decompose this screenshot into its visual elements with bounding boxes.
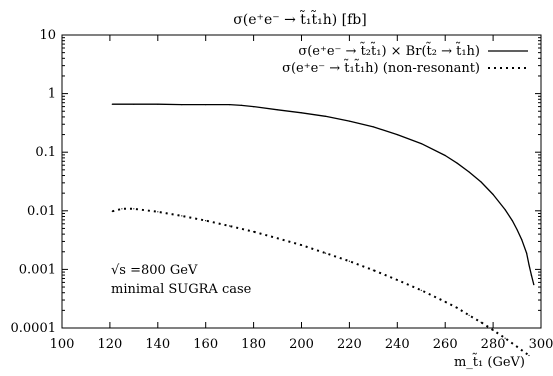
series-line-1 [112, 103, 535, 285]
x-axis: 100 120 140 160 180 200 220 240 260 280 300 [50, 35, 553, 352]
data-point-series-1 [533, 284, 535, 286]
data-point-series-1 [444, 154, 446, 157]
annotation-model: minimal SUGRA case [111, 282, 252, 297]
y-tick-label: 0.01 [27, 204, 56, 219]
data-point-series-1 [157, 103, 159, 105]
data-point-series-2 [205, 220, 207, 222]
data-point-series-2 [504, 337, 506, 339]
data-point-series-1 [530, 274, 533, 276]
data-point-series-2 [468, 314, 470, 316]
x-tick-label: 120 [97, 337, 122, 352]
series-layer [111, 103, 535, 357]
data-point-series-1 [348, 120, 350, 122]
data-point-series-1 [181, 104, 183, 106]
data-point-series-1 [526, 252, 528, 254]
data-point-series-1 [205, 104, 207, 106]
y-tick-label: 0.001 [19, 262, 56, 277]
data-point-series-2 [420, 289, 422, 291]
data-point-series-2 [492, 329, 494, 331]
data-point-series-2 [396, 279, 398, 281]
data-point-series-1 [253, 106, 255, 108]
data-point-series-2 [277, 237, 279, 239]
annotation-energy: √s =800 GeV [111, 263, 198, 278]
x-tick-label: 160 [193, 337, 218, 352]
data-point-series-1 [324, 115, 327, 117]
x-tick-label: 100 [50, 337, 75, 352]
data-point-series-1 [420, 143, 422, 145]
data-point-series-1 [456, 162, 458, 164]
data-point-series-2 [253, 231, 255, 233]
x-tick-label: 220 [337, 337, 362, 352]
data-point-series-1 [300, 112, 303, 114]
y-axis: 0.0001 0.001 0.01 0.1 1 10 [11, 28, 541, 336]
x-axis-label: m_t̃₁ (GeV) [454, 353, 525, 370]
x-tick-label: 300 [529, 337, 553, 352]
data-point-series-1 [516, 228, 518, 231]
data-point-series-2 [372, 269, 374, 271]
data-point-series-2 [229, 225, 231, 227]
x-tick-label: 280 [481, 337, 506, 352]
y-tick-label: 0.0001 [11, 321, 57, 336]
data-point-series-2 [456, 307, 458, 309]
y-tick-label: 10 [39, 28, 56, 43]
data-point-series-2 [181, 215, 183, 217]
data-point-series-1 [229, 104, 231, 106]
x-tick-label: 140 [145, 337, 170, 352]
data-point-series-1 [504, 209, 506, 211]
data-point-series-2 [111, 210, 113, 212]
data-point-series-1 [111, 103, 113, 105]
data-point-series-1 [396, 134, 398, 136]
data-point-series-2 [444, 301, 446, 303]
chart-title: σ(e⁺e⁻ → t̃₁t̃₁h) [fb] [233, 9, 366, 28]
legend-label-series-1: σ(e⁺e⁻ → t̃₂t̃₁) × Br(t̃₂ → t̃₁h) [298, 42, 480, 59]
data-point-series-1 [492, 193, 494, 196]
data-point-series-1 [521, 239, 523, 241]
data-point-series-2 [300, 244, 303, 246]
data-point-series-1 [241, 104, 243, 106]
y-tick-label: 0.1 [35, 145, 56, 160]
data-point-series-2 [121, 208, 123, 210]
x-tick-label: 200 [289, 337, 314, 352]
legend: σ(e⁺e⁻ → t̃₂t̃₁) × Br(t̃₂ → t̃₁h) σ(e⁺e⁻… [282, 42, 528, 76]
data-point-series-1 [277, 109, 279, 111]
data-point-series-1 [133, 103, 135, 105]
data-point-series-2 [324, 252, 327, 254]
data-point-series-1 [511, 220, 513, 222]
data-point-series-1 [372, 126, 374, 128]
data-point-series-1 [468, 171, 470, 173]
data-point-series-2 [348, 260, 350, 262]
x-tick-label: 260 [433, 337, 458, 352]
data-point-series-2 [480, 321, 482, 323]
data-point-series-2 [157, 211, 159, 213]
data-point-series-2 [528, 354, 530, 357]
legend-label-series-2: σ(e⁺e⁻ → t̃₁t̃₁h) (non-resonant) [282, 59, 480, 76]
y-tick-label: 1 [48, 87, 56, 102]
data-point-series-1 [528, 264, 530, 266]
x-tick-label: 180 [241, 337, 266, 352]
data-point-series-2 [133, 208, 135, 210]
x-tick-label: 240 [385, 337, 410, 352]
data-point-series-1 [480, 181, 482, 183]
data-point-series-2 [516, 346, 518, 348]
